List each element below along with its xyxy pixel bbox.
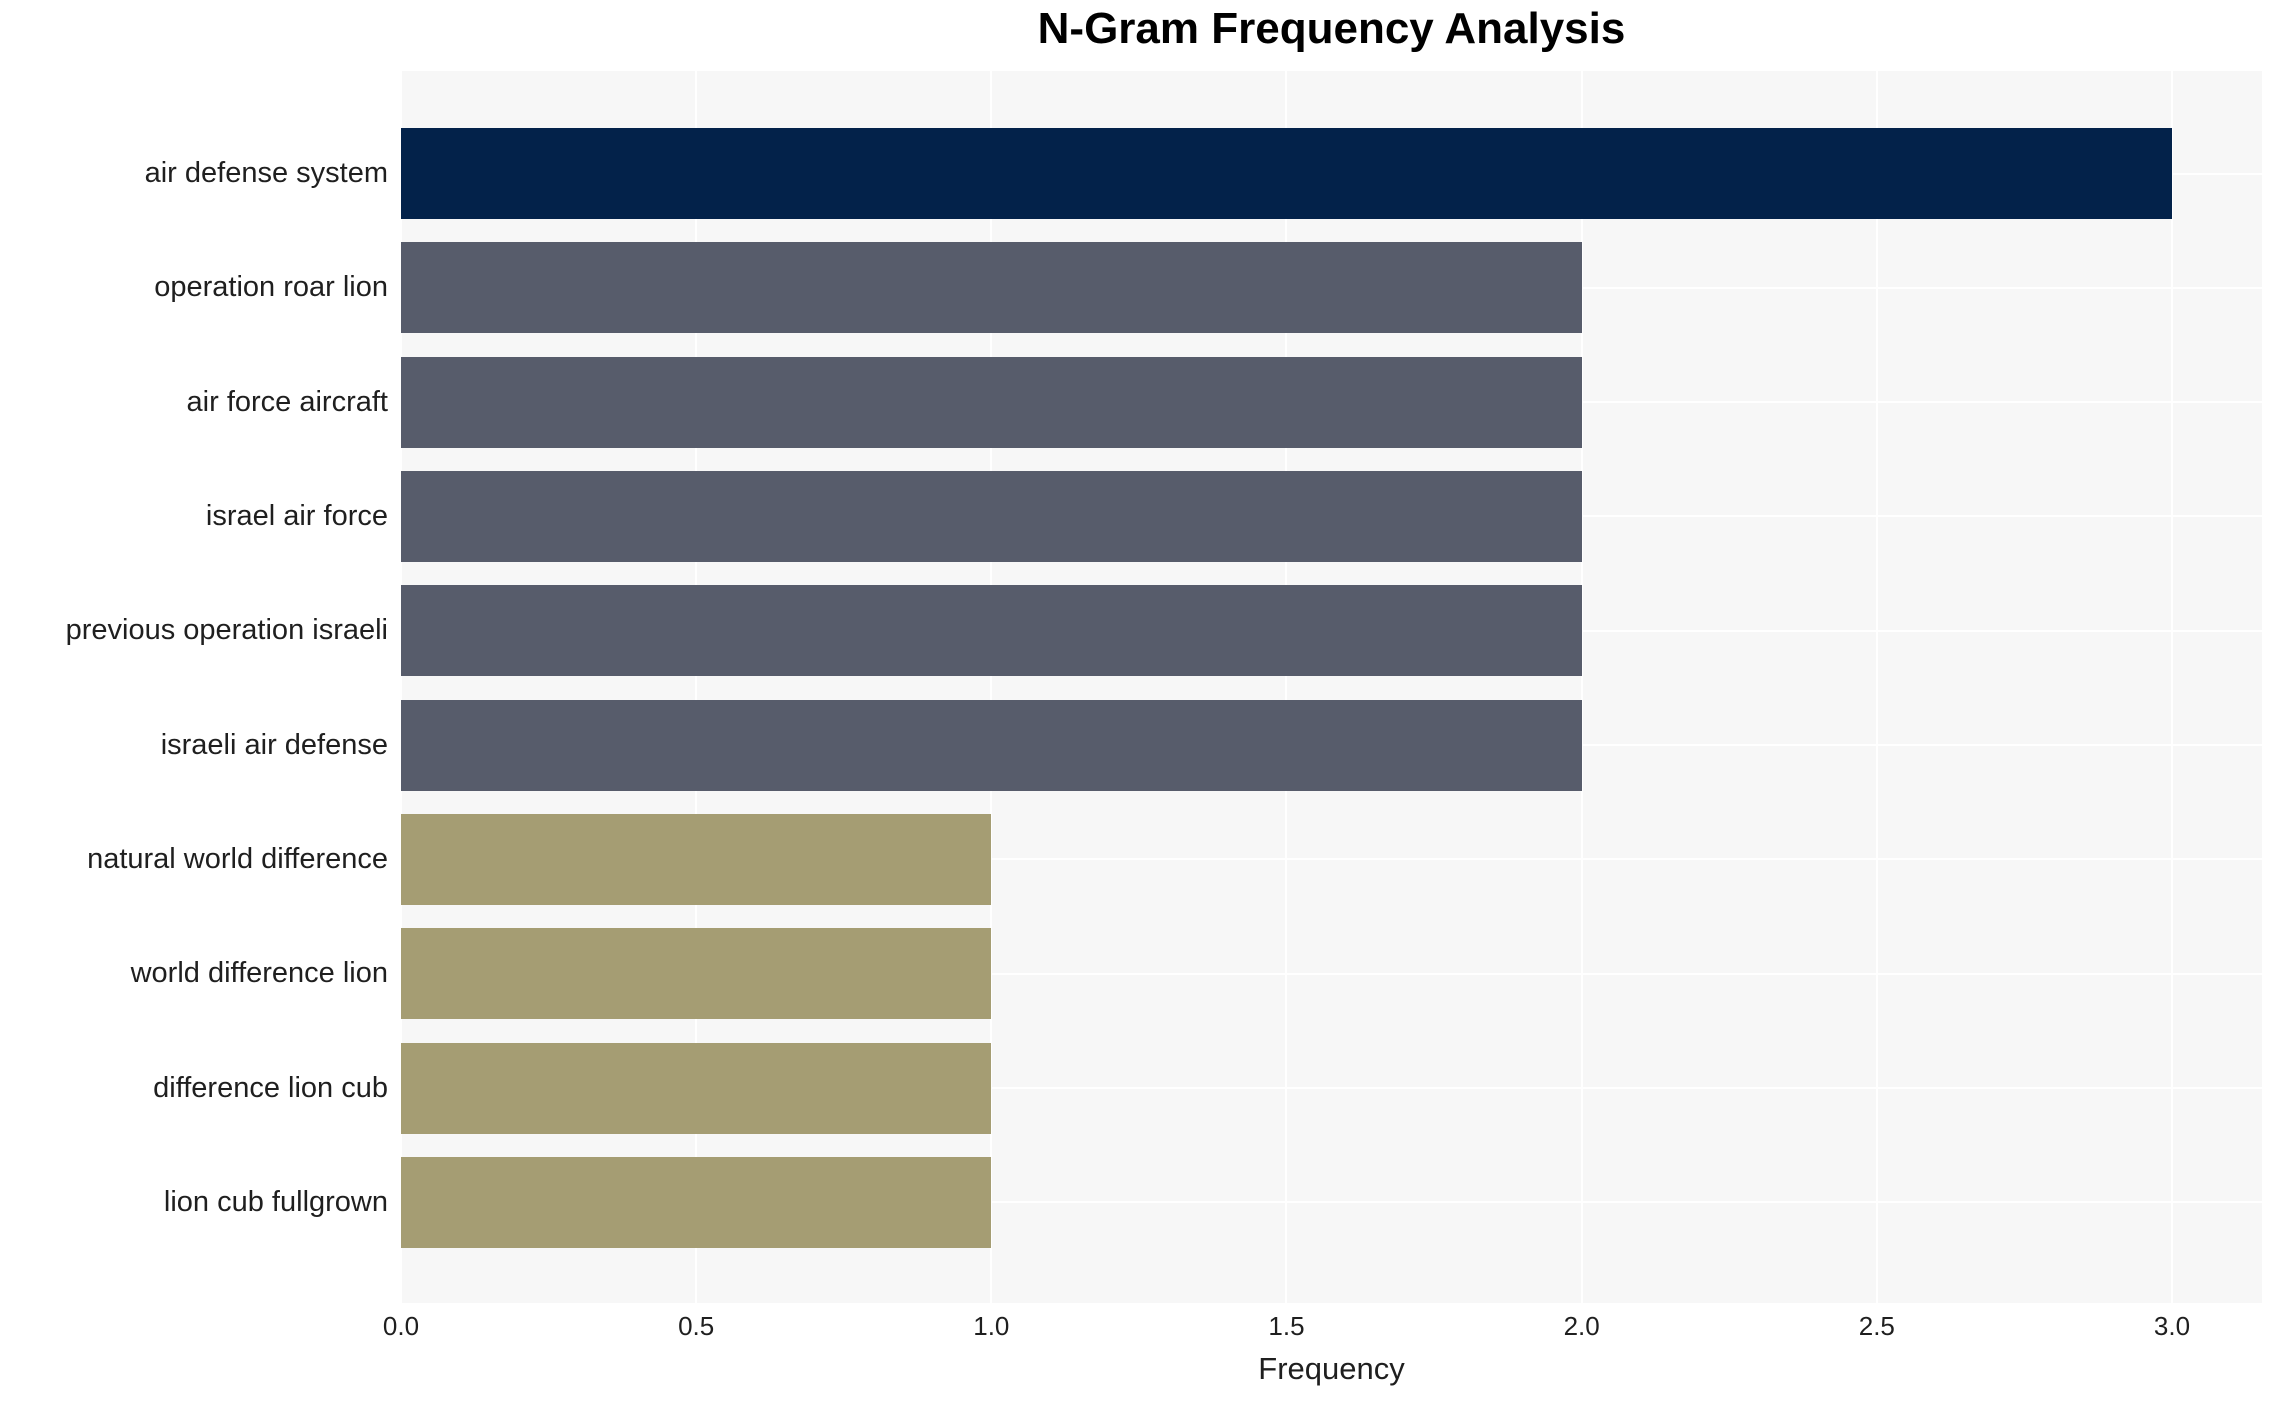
x-axis-title: Frequency [1258,1351,1405,1386]
bar [401,470,1582,562]
y-tick-label: air force aircraft [186,385,388,418]
x-tick-label: 3.0 [2153,1311,2191,1341]
horizontal-gridline [401,972,2262,975]
y-tick-label: operation roar lion [154,271,388,304]
y-tick-label: lion cub fullgrown [163,1185,388,1218]
vertical-gridline [695,71,698,1303]
vertical-gridline [990,71,993,1303]
plot-area [400,71,2262,1303]
y-tick-label: natural world difference [87,842,388,875]
x-tick-label: 1.0 [973,1311,1010,1341]
y-tick-label: previous operation israeli [65,614,388,647]
bar [401,1156,992,1248]
x-tick-label: 2.5 [1858,1311,1895,1341]
chart-title: N-Gram Frequency Analysis [1037,4,1626,53]
bar [401,128,2172,219]
bar [401,699,1582,791]
y-tick-label: air defense system [144,157,388,189]
vertical-gridline [1580,71,1583,1303]
bar [401,928,992,1020]
bar [401,356,1582,448]
bar [401,813,992,905]
y-tick-label: israel air force [205,499,388,532]
y-tick-label: israeli air defense [160,728,388,761]
vertical-gridline [1285,71,1288,1303]
bar [401,1042,992,1134]
horizontal-gridline [401,858,2262,861]
horizontal-gridline [401,1087,2262,1090]
x-tick-label: 0.0 [382,1311,420,1341]
bar [401,585,1582,677]
vertical-gridline [400,71,402,1303]
horizontal-gridline [401,1201,2262,1204]
vertical-gridline [2170,71,2173,1303]
y-tick-label: difference lion cub [153,1071,388,1104]
x-tick-label: 1.5 [1268,1311,1305,1341]
bar [401,242,1582,334]
vertical-gridline [1875,71,1878,1303]
x-tick-label: 2.0 [1563,1311,1600,1341]
y-tick-label: world difference lion [130,957,388,990]
x-tick-label: 0.5 [678,1311,715,1341]
